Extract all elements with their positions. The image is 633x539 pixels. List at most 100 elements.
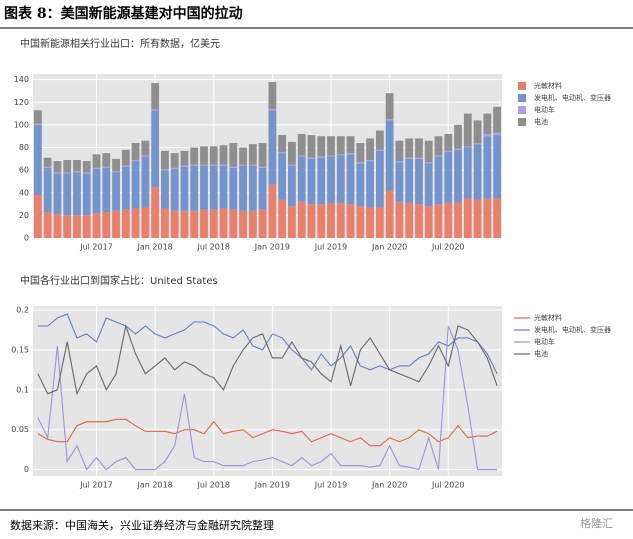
bar-segment: [395, 201, 404, 238]
series-line: [37, 323, 498, 396]
bar-segment: [53, 161, 62, 173]
x-tick-label: Jul 2017: [79, 243, 113, 252]
bar-segment: [131, 161, 140, 209]
legend-swatch: [518, 106, 526, 114]
bar-segment: [112, 210, 120, 238]
bar-segment: [43, 157, 52, 167]
bar-segment: [102, 211, 111, 238]
bar-segment: [82, 215, 91, 238]
bar-segment: [92, 169, 101, 214]
bar-segment: [317, 156, 326, 158]
legend-label: 光敏材料: [534, 313, 562, 322]
bar-segment: [131, 208, 140, 238]
bar-segment: [141, 155, 150, 157]
bar-segment: [209, 209, 218, 238]
bar-segment: [73, 215, 81, 238]
bar-segment: [317, 204, 326, 238]
bar-segment: [200, 164, 208, 166]
bar-segment: [346, 153, 355, 155]
bar-segment: [180, 150, 189, 166]
bar-segment: [160, 208, 169, 238]
bar-segment: [33, 124, 42, 196]
plot-background: [33, 306, 502, 476]
legend-swatch: [518, 94, 526, 102]
bar-segment: [278, 135, 287, 153]
x-tick-label: Jan 2020: [371, 243, 407, 252]
bar-segment: [336, 136, 345, 155]
bar-segment: [82, 161, 91, 173]
bar-segment: [239, 164, 247, 166]
bar-segment: [327, 156, 335, 203]
bar-segment: [53, 173, 62, 215]
x-tick-label: Jan 2018: [137, 243, 173, 252]
bar-segment: [131, 142, 140, 160]
x-tick-label: Jul 2017: [79, 481, 113, 490]
bar-segment: [454, 149, 462, 203]
bar-segment: [248, 144, 257, 165]
chart-title: 中国各行业出口到国家占比：United States: [20, 274, 218, 287]
bar-segment: [229, 166, 238, 168]
bar-segment: [356, 142, 365, 163]
bar-segment: [112, 172, 120, 211]
bar-segment: [258, 209, 267, 238]
bar-segment: [473, 120, 482, 143]
bar-segment: [366, 138, 375, 160]
bar-segment: [444, 133, 453, 151]
chart-title: 中国新能源相关行业出口：所有数据，亿美元: [20, 37, 220, 50]
bar-segment: [73, 171, 81, 173]
y-tick-label: 0.15: [11, 345, 29, 354]
bar-segment: [405, 138, 414, 158]
y-tick-label: 100: [14, 120, 29, 129]
bar-segment: [209, 146, 218, 165]
bar-segment: [160, 170, 169, 209]
bar-segment: [415, 204, 423, 238]
bar-segment: [229, 209, 238, 238]
watermark: 格隆汇: [580, 516, 613, 530]
bar-segment: [395, 161, 404, 163]
bar-segment: [160, 150, 169, 170]
y-tick-label: 20: [19, 211, 29, 220]
bar-segment: [73, 159, 81, 172]
bar-segment: [317, 157, 326, 205]
bar-segment: [43, 166, 52, 168]
bar-segment: [200, 165, 208, 210]
bar-segment: [141, 207, 150, 238]
bar-segment: [190, 165, 199, 211]
bar-segment: [131, 159, 140, 162]
bar-segment: [395, 140, 404, 162]
bar-segment: [483, 136, 492, 199]
y-tick-label: 0.2: [16, 305, 29, 314]
bar-segment: [327, 136, 335, 156]
bar-segment: [200, 209, 208, 238]
bar-segment: [327, 202, 335, 238]
legend-label: 电池: [534, 117, 548, 126]
bar-segment: [170, 153, 179, 168]
bar-segment: [297, 156, 306, 202]
bar-segment: [180, 166, 189, 211]
legend-label: 发电机、电动机、变压器: [534, 93, 611, 102]
x-tick-label: Jul 2018: [196, 481, 230, 490]
x-tick-label: Jul 2018: [196, 243, 230, 252]
bar-segment: [63, 172, 72, 174]
bar-segment: [268, 81, 277, 110]
bar-segment: [92, 167, 101, 170]
series-line: [37, 418, 498, 447]
bar-segment: [288, 165, 296, 207]
bar-segment: [121, 209, 130, 238]
bar-segment: [385, 120, 394, 191]
bar-segment: [92, 213, 101, 238]
bar-segment: [33, 110, 42, 124]
bar-segment: [53, 172, 62, 174]
y-tick-label: 80: [19, 143, 29, 152]
bar-segment: [493, 132, 502, 136]
bar-segment: [190, 210, 199, 238]
bar-segment: [73, 172, 81, 216]
bar-segment: [180, 165, 189, 167]
bar-segment: [170, 210, 179, 238]
bar-segment: [180, 210, 189, 238]
bar-segment: [141, 156, 150, 208]
bar-segment: [229, 142, 238, 167]
series-line: [37, 313, 498, 375]
bar-segment: [375, 150, 384, 208]
bar-segment: [483, 113, 492, 134]
